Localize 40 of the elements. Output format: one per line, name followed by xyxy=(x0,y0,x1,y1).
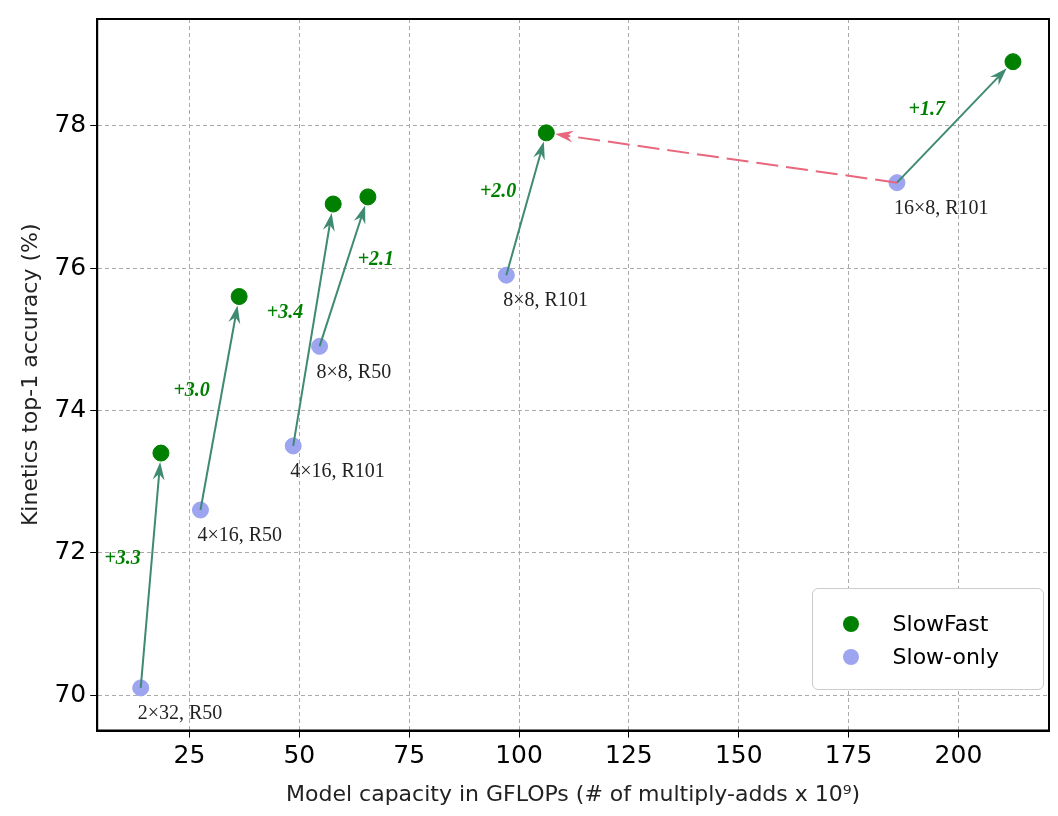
legend-label: Slow-only xyxy=(892,644,999,669)
point xyxy=(152,444,170,462)
annotation: +3.4 xyxy=(266,300,304,323)
point xyxy=(230,288,248,306)
point xyxy=(311,337,329,355)
point xyxy=(324,195,342,213)
x-tick-label: 25 xyxy=(173,740,206,770)
point xyxy=(132,679,150,697)
x-tick-label: 125 xyxy=(605,740,653,770)
x-tick-label: 150 xyxy=(714,740,763,770)
point xyxy=(191,501,209,519)
x-axis-title: Model capacity in GFLOPs (# of multiply-adds x 10⁹) xyxy=(286,780,861,806)
legend-label: SlowFast xyxy=(892,611,989,636)
point xyxy=(537,124,555,142)
y-tick-label: 72 xyxy=(54,536,87,566)
annotation: 8×8, R101 xyxy=(503,288,588,311)
x-tick-label: 175 xyxy=(824,740,873,770)
x-tick-label: 50 xyxy=(283,740,316,770)
annotation: 4×16, R50 xyxy=(197,523,283,546)
y-tick-label: 74 xyxy=(54,393,87,423)
y-tick-label: 70 xyxy=(54,678,87,708)
x-tick-label: 100 xyxy=(495,740,543,770)
y-tick-label: 78 xyxy=(54,109,87,139)
annotation: 2×32, R50 xyxy=(137,701,223,724)
annotation: +3.3 xyxy=(104,545,141,568)
annotation: +1.7 xyxy=(908,97,946,120)
y-tick-label: 76 xyxy=(54,251,87,281)
point xyxy=(284,437,302,455)
y-axis-title: Kinetics top-1 accuracy (%) xyxy=(16,223,42,527)
annotation: +2.0 xyxy=(479,179,517,202)
annotation: 8×8, R50 xyxy=(316,359,392,382)
point xyxy=(497,266,515,284)
point xyxy=(1004,53,1022,71)
point xyxy=(359,188,377,206)
x-tick-label: 75 xyxy=(393,740,426,770)
annotation: +3.0 xyxy=(173,378,210,401)
annotation: +2.1 xyxy=(357,246,395,269)
x-tick-label: 200 xyxy=(934,740,983,770)
annotation: 16×8, R101 xyxy=(893,195,989,218)
annotation: 4×16, R101 xyxy=(290,459,385,482)
